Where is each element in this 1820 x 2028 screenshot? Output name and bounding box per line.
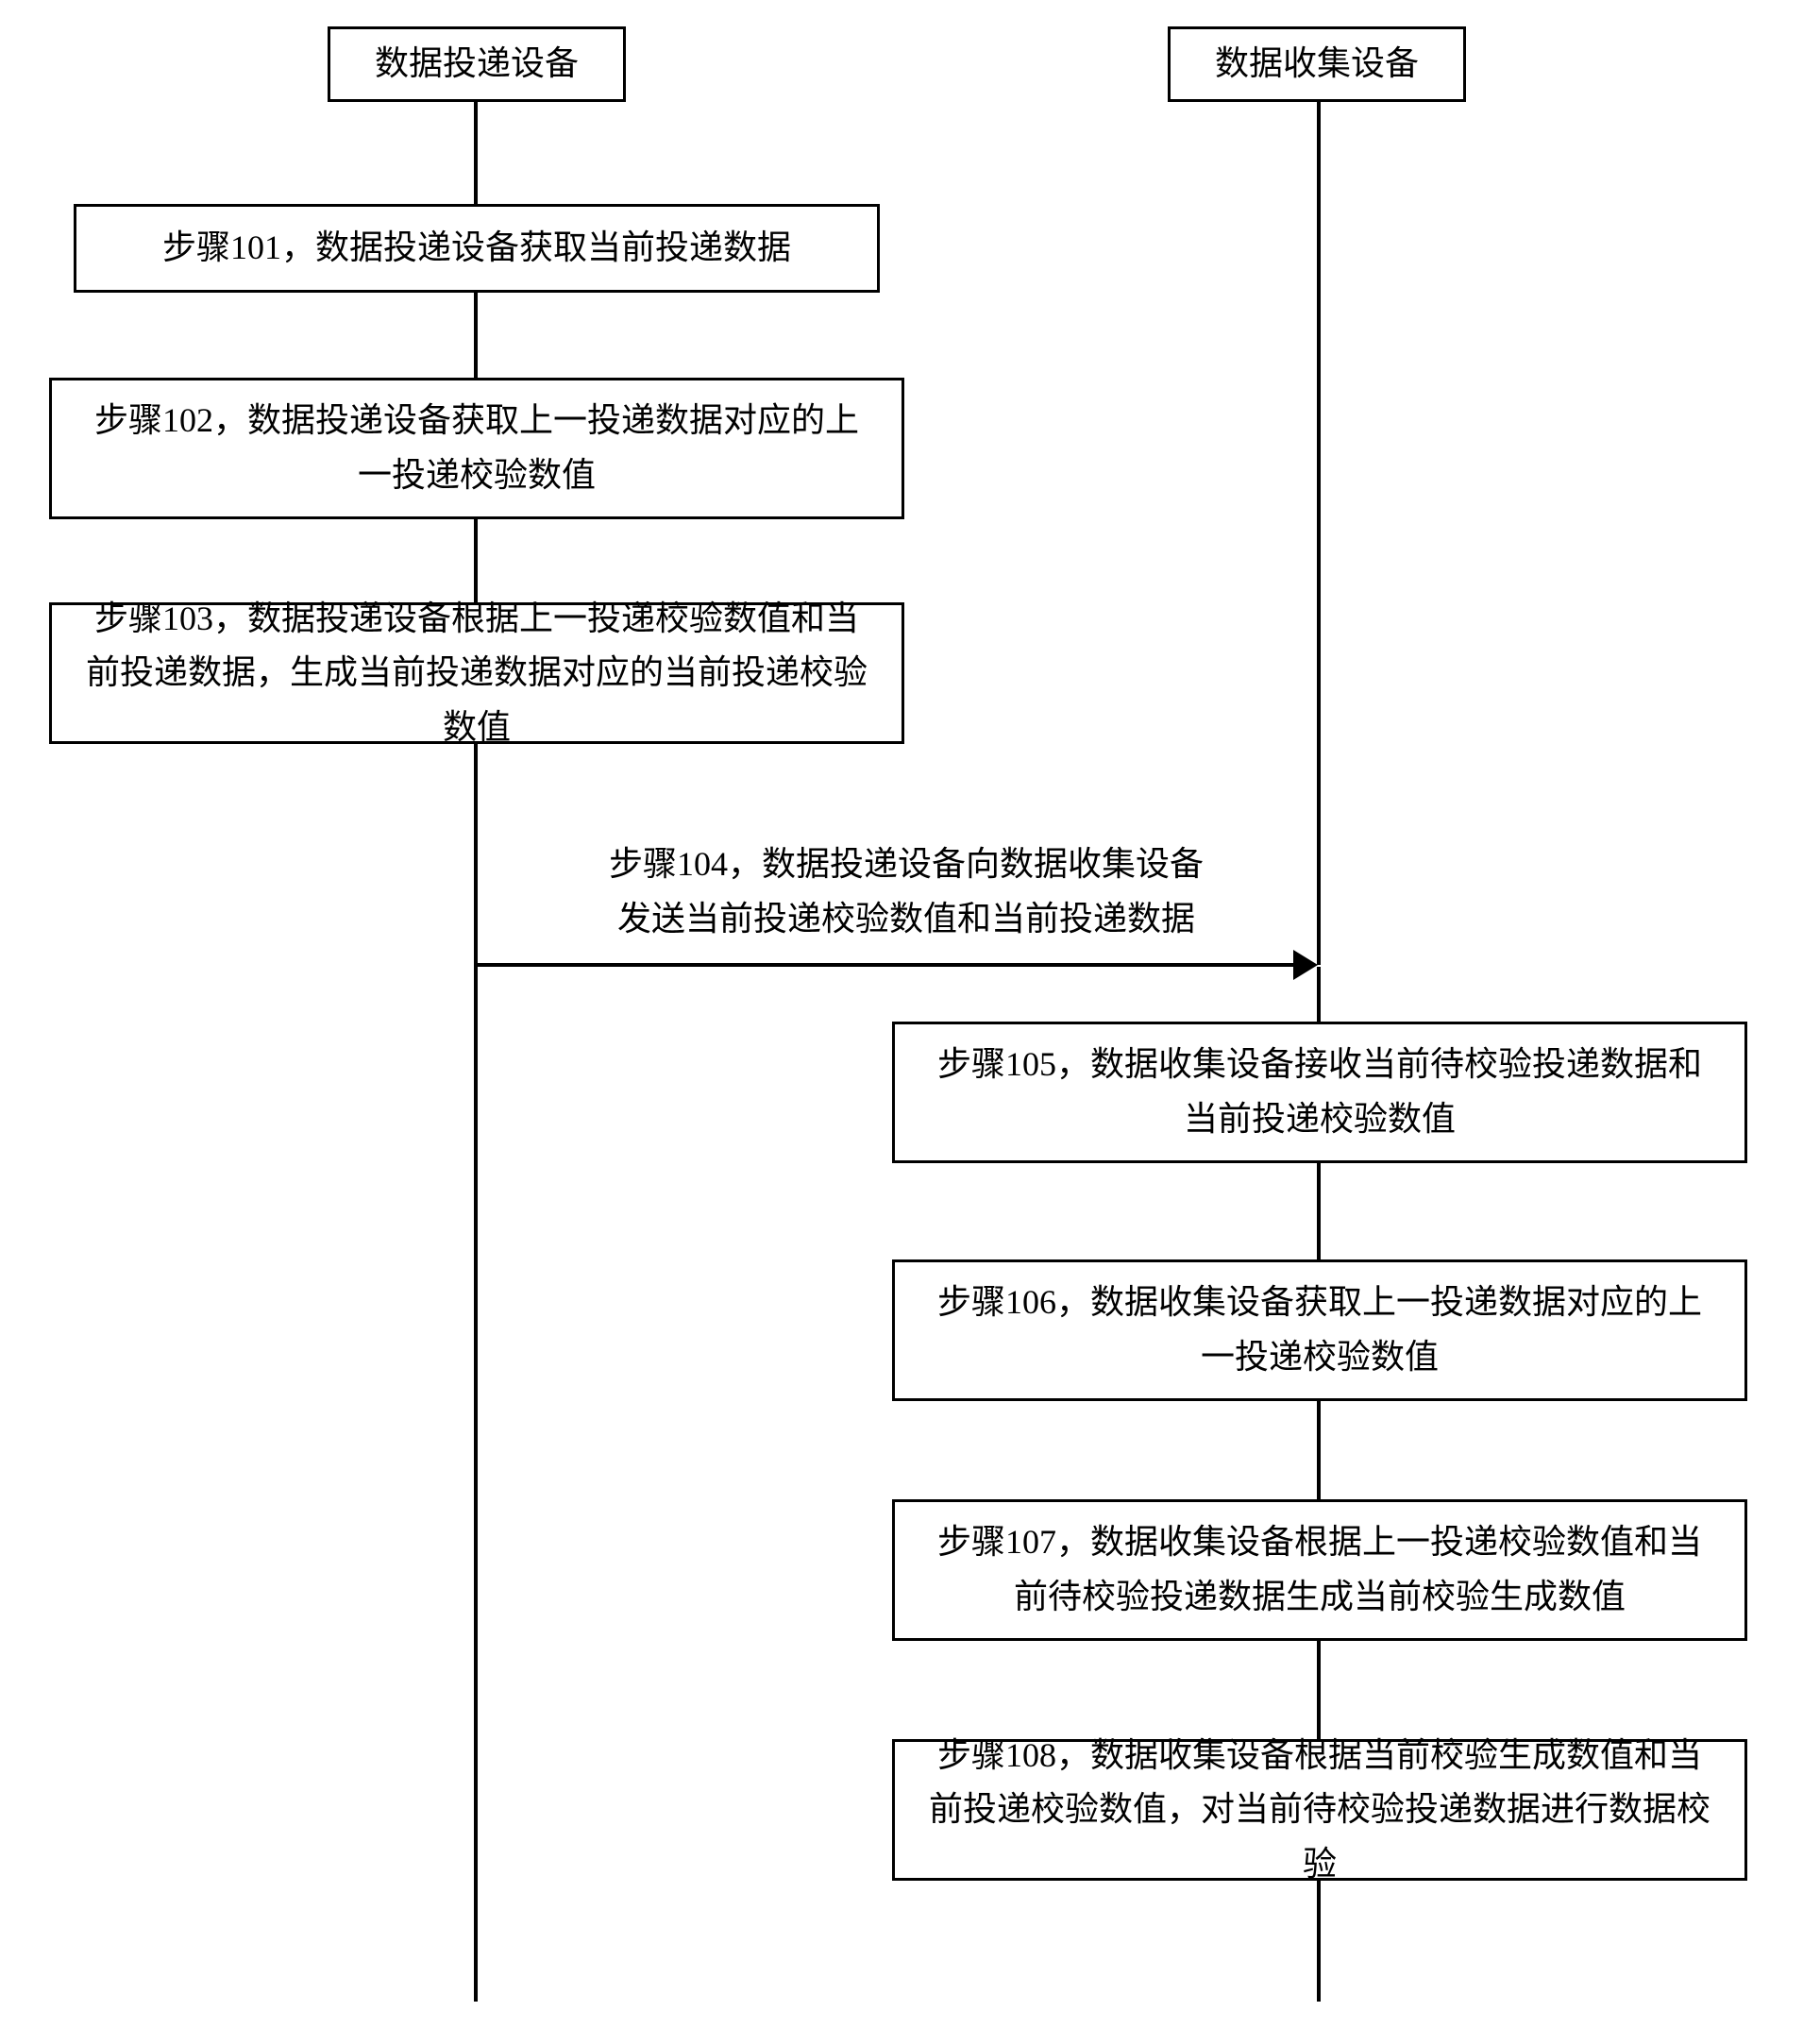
left-lifeline-seg1 bbox=[474, 102, 478, 204]
step-101-box: 步骤101，数据投递设备获取当前投递数据 bbox=[74, 204, 880, 293]
step-105-box: 步骤105，数据收集设备接收当前待校验投递数据和当前投递校验数值 bbox=[892, 1022, 1747, 1163]
right-lifeline-seg6 bbox=[1317, 1881, 1321, 2002]
step-104-arrow-line bbox=[478, 963, 1295, 967]
step-104-label: 步骤104，数据投递设备向数据收集设备 发送当前投递校验数值和当前投递数据 bbox=[576, 837, 1237, 946]
actor-right-label: 数据收集设备 bbox=[1215, 37, 1419, 92]
right-lifeline-seg3 bbox=[1317, 1163, 1321, 1259]
step-106-box: 步骤106，数据收集设备获取上一投递数据对应的上一投递校验数值 bbox=[892, 1259, 1747, 1401]
step-102-text: 步骤102，数据投递设备获取上一投递数据对应的上一投递校验数值 bbox=[80, 394, 873, 502]
step-103-text: 步骤103，数据投递设备根据上一投递校验数值和当前投递数据，生成当前投递数据对应… bbox=[80, 592, 873, 755]
step-104-line2: 发送当前投递校验数值和当前投递数据 bbox=[576, 892, 1237, 947]
step-105-text: 步骤105，数据收集设备接收当前待校验投递数据和当前投递校验数值 bbox=[923, 1038, 1716, 1146]
step-104-line1: 步骤104，数据投递设备向数据收集设备 bbox=[576, 837, 1237, 892]
left-lifeline-seg3 bbox=[474, 519, 478, 602]
step-103-box: 步骤103，数据投递设备根据上一投递校验数值和当前投递数据，生成当前投递数据对应… bbox=[49, 602, 904, 744]
right-lifeline-seg1 bbox=[1317, 102, 1321, 965]
left-lifeline-seg5 bbox=[474, 965, 478, 2002]
step-101-text: 步骤101，数据投递设备获取当前投递数据 bbox=[162, 221, 791, 276]
right-lifeline-seg5 bbox=[1317, 1641, 1321, 1739]
actor-right-box: 数据收集设备 bbox=[1168, 26, 1466, 102]
step-108-box: 步骤108，数据收集设备根据当前校验生成数值和当前投递校验数值，对当前待校验投递… bbox=[892, 1739, 1747, 1881]
sequence-diagram: 数据投递设备 数据收集设备 步骤101，数据投递设备获取当前投递数据 步骤102… bbox=[0, 0, 1820, 2028]
actor-left-label: 数据投递设备 bbox=[375, 37, 579, 92]
step-107-text: 步骤107，数据收集设备根据上一投递校验数值和当前待校验投递数据生成当前校验生成… bbox=[923, 1515, 1716, 1624]
step-108-text: 步骤108，数据收集设备根据当前校验生成数值和当前投递校验数值，对当前待校验投递… bbox=[923, 1729, 1716, 1892]
step-104-arrow-head bbox=[1293, 950, 1318, 980]
actor-left-box: 数据投递设备 bbox=[328, 26, 626, 102]
step-102-box: 步骤102，数据投递设备获取上一投递数据对应的上一投递校验数值 bbox=[49, 378, 904, 519]
step-107-box: 步骤107，数据收集设备根据上一投递校验数值和当前待校验投递数据生成当前校验生成… bbox=[892, 1499, 1747, 1641]
left-lifeline-seg2 bbox=[474, 293, 478, 378]
left-lifeline-seg4 bbox=[474, 744, 478, 965]
step-106-text: 步骤106，数据收集设备获取上一投递数据对应的上一投递校验数值 bbox=[923, 1276, 1716, 1384]
right-lifeline-seg4 bbox=[1317, 1401, 1321, 1499]
